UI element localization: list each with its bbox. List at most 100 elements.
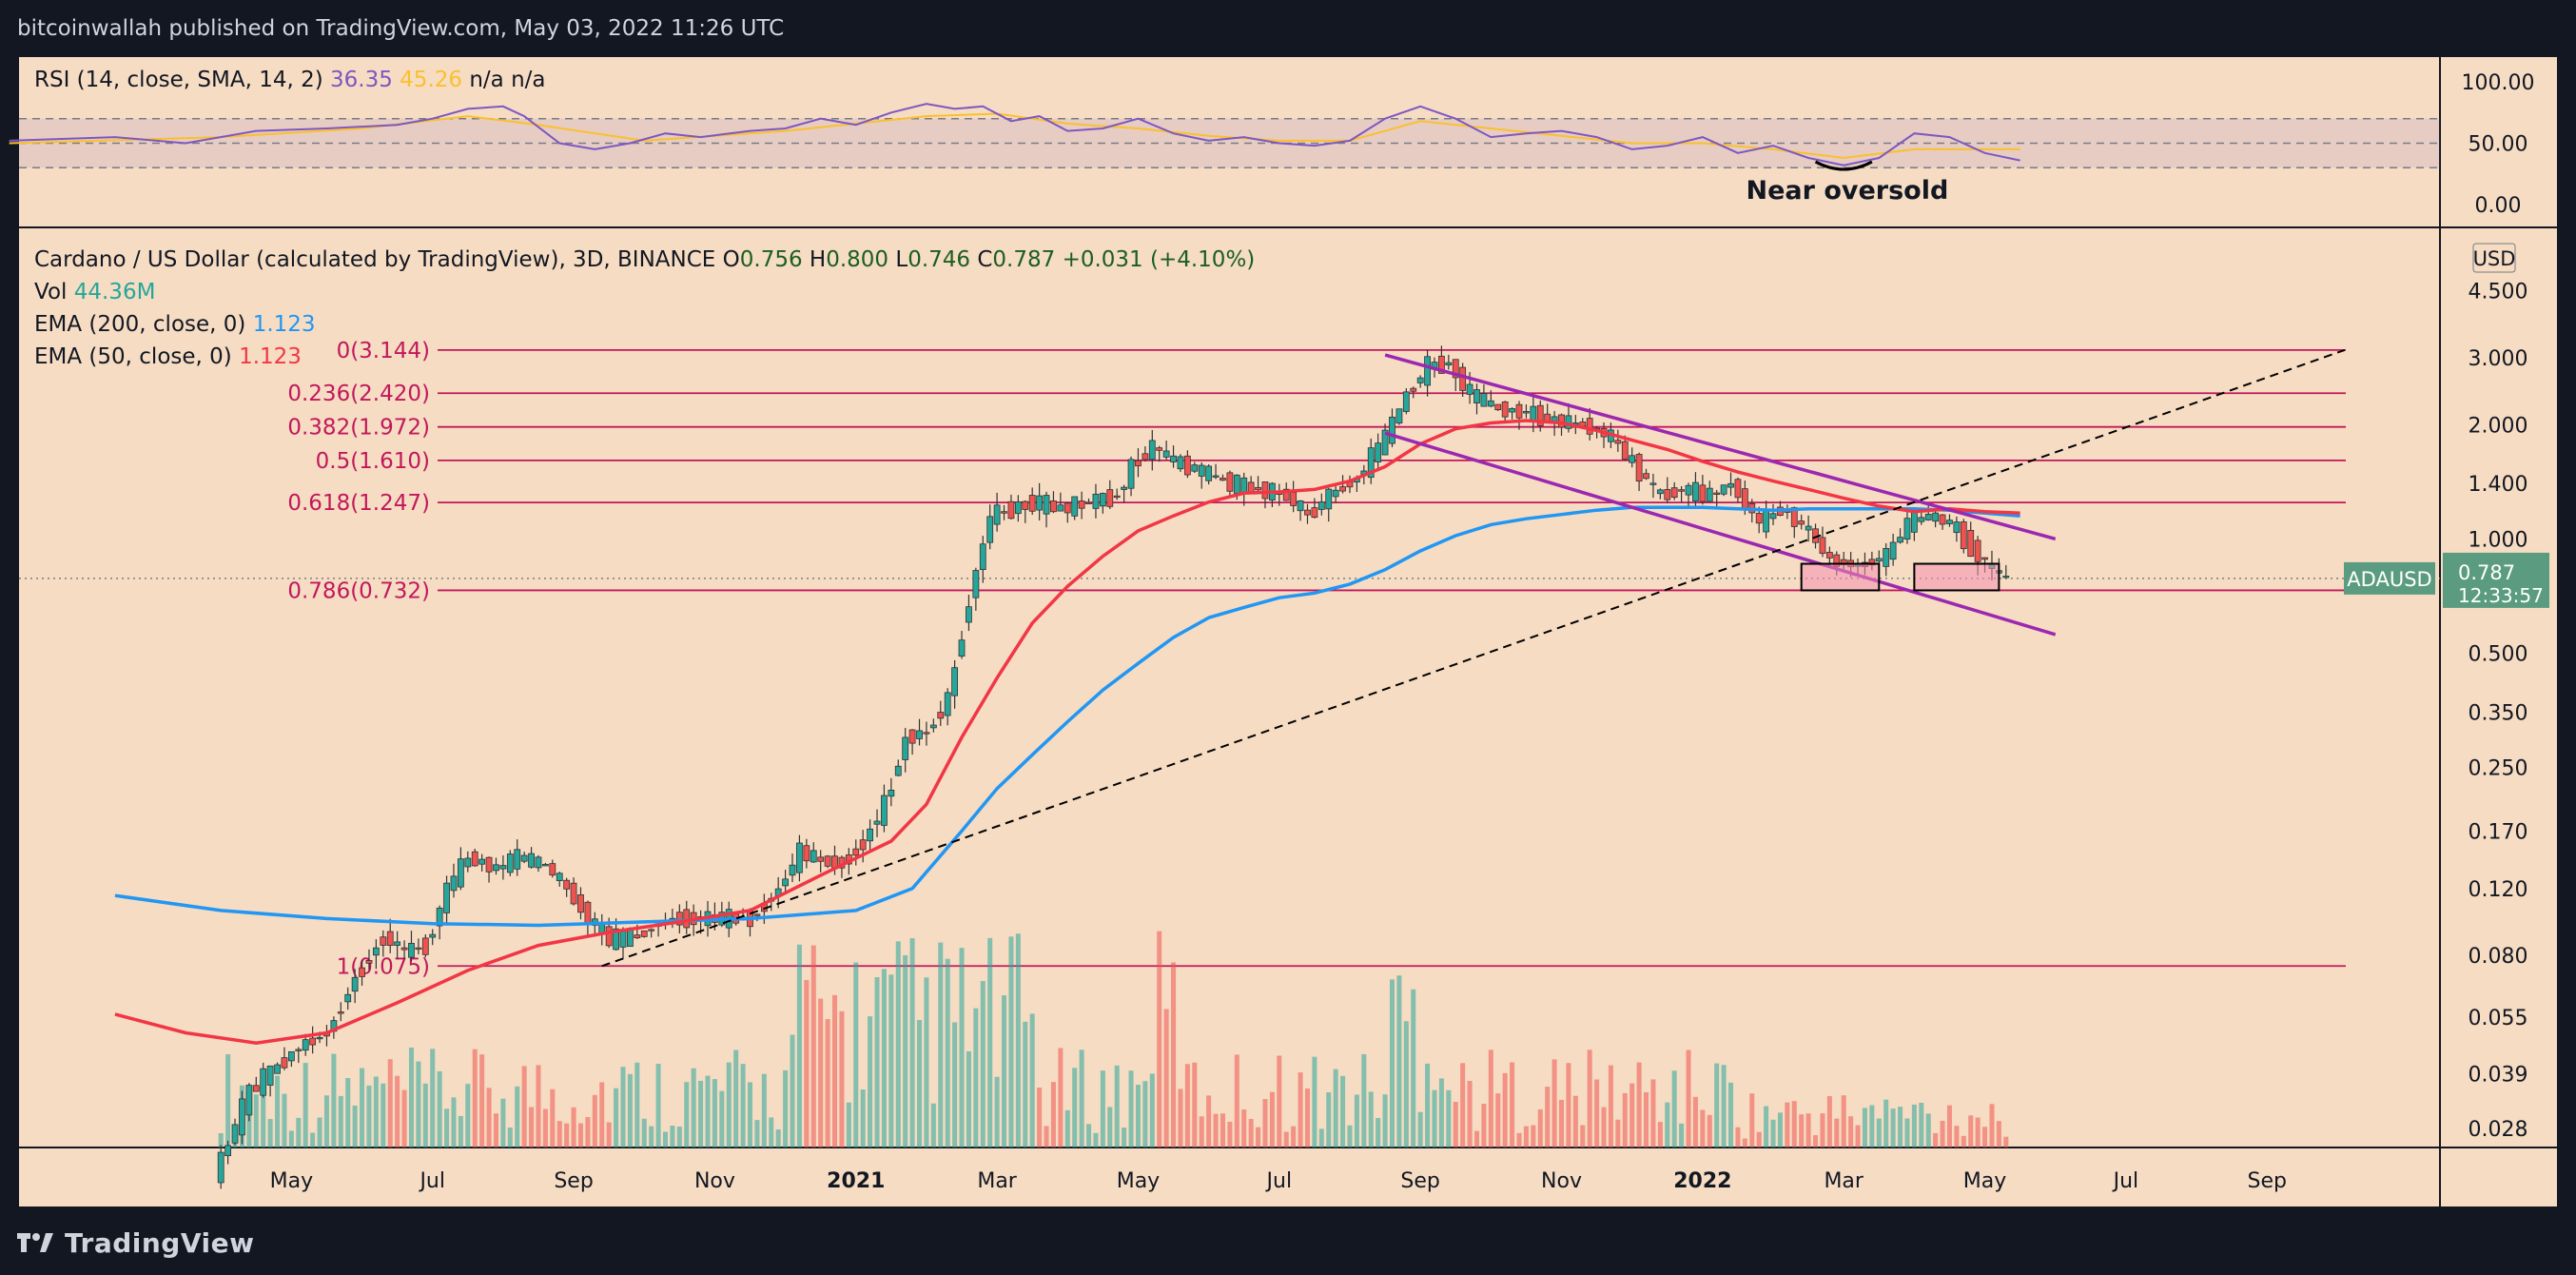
price-axis-label: 1.400 — [2469, 473, 2528, 497]
candle-body — [1007, 500, 1015, 520]
candle-body — [556, 873, 563, 881]
candle-body — [1883, 547, 1890, 567]
volume-bar — [1304, 1089, 1310, 1148]
volume-bar — [1072, 1068, 1078, 1148]
candle-body — [231, 1124, 239, 1144]
volume-bar — [775, 1129, 781, 1148]
candle-body — [478, 858, 486, 865]
candle-body — [1022, 500, 1029, 510]
volume-bar — [1961, 1135, 1966, 1148]
ema50-legend: EMA (50, close, 0) 1.123 — [34, 344, 302, 369]
volume-bar — [924, 977, 929, 1148]
candle-body — [1445, 362, 1453, 366]
time-axis-label: Jul — [1265, 1169, 1293, 1193]
volume-bar — [1531, 1125, 1536, 1148]
time-axis-label: Jul — [418, 1169, 445, 1193]
candle-body — [824, 855, 831, 867]
volume-bar — [1163, 1009, 1169, 1148]
candle-body — [549, 863, 556, 876]
candle-body — [859, 839, 867, 851]
candle-body — [457, 858, 464, 888]
candle-body — [239, 1098, 245, 1136]
volume-label: Vol — [34, 280, 74, 304]
candle-body — [789, 864, 796, 876]
volume-bar — [698, 1080, 704, 1148]
candle-body — [1889, 541, 1897, 560]
candle-body — [1261, 481, 1269, 500]
volume-bars — [218, 931, 2009, 1148]
dashed-trendline — [601, 348, 2346, 968]
volume-bar — [1227, 1121, 1233, 1148]
candle-body — [1670, 487, 1678, 499]
candle-body — [634, 934, 641, 939]
rsi-panel: Near oversold 100.00 50.00 0.00 RSI (14, clo… — [9, 68, 2534, 218]
fib-level-label: 0.786(0.732) — [287, 579, 430, 603]
volume-bar — [465, 1084, 471, 1148]
volume-bar — [451, 1097, 457, 1148]
candle-body — [782, 878, 789, 887]
candle-body — [1106, 489, 1114, 507]
candle-body — [916, 730, 923, 739]
candle-body — [295, 1049, 302, 1051]
candle-body — [1099, 493, 1106, 507]
price-axis-label: 0.055 — [2469, 1007, 2528, 1030]
candle-body — [1226, 472, 1234, 492]
candle-body — [923, 732, 930, 735]
candle-body — [1805, 525, 1812, 531]
volume-bar — [261, 1079, 266, 1148]
volume-bar — [846, 1102, 851, 1148]
candle-body — [1629, 455, 1636, 463]
volume-bar — [1989, 1104, 1995, 1148]
volume-bar — [1234, 1054, 1239, 1148]
candle-body — [944, 692, 951, 716]
candle-body — [1635, 454, 1643, 482]
ema200-value: 1.123 — [253, 312, 316, 337]
volume-bar — [373, 1076, 379, 1148]
volume-bar — [1572, 1095, 1578, 1148]
fib-level-label: 0.5(1.610) — [316, 449, 430, 474]
rsi-legend-title: RSI (14, close, SMA, 14, 2) — [34, 68, 330, 92]
volume-bar — [288, 1130, 294, 1148]
candle-body — [1480, 393, 1488, 407]
candle-body — [281, 1057, 288, 1069]
candle-body — [1875, 558, 1883, 562]
volume-bar — [1968, 1115, 1974, 1148]
candle-body — [803, 845, 810, 862]
volume-bar — [606, 1122, 612, 1148]
candle-body — [266, 1065, 274, 1086]
candle-body — [1014, 501, 1022, 515]
candle-body — [1974, 539, 1981, 562]
volume-bar — [1996, 1121, 2001, 1148]
price-axis-label: 0.500 — [2469, 642, 2528, 666]
volume-bar — [1093, 1132, 1099, 1148]
volume-bar — [1122, 1128, 1127, 1148]
candle-body — [1311, 507, 1318, 519]
volume-bar — [1064, 1109, 1070, 1148]
candle-body — [1734, 479, 1742, 499]
volume-bar — [416, 1061, 421, 1148]
candle-body — [1614, 440, 1622, 444]
volume-bar — [1523, 1126, 1529, 1148]
candle-body — [1057, 504, 1064, 512]
candle-body — [542, 864, 549, 867]
candle-body — [1678, 489, 1686, 492]
candle-body — [1113, 495, 1121, 499]
volume-bar — [1791, 1101, 1797, 1148]
candle-body — [1325, 488, 1333, 510]
candle-body — [1255, 486, 1261, 491]
volume-bar — [430, 1049, 436, 1148]
volume-bar — [1855, 1125, 1861, 1148]
publisher-line: bitcoinwallah published on TradingView.c… — [17, 16, 785, 41]
candle-body — [408, 942, 415, 958]
candle-body — [951, 667, 959, 696]
volume-bar — [1220, 1113, 1225, 1148]
volume-bar — [1954, 1126, 1960, 1148]
volume-bar — [810, 945, 816, 1148]
candle-body — [351, 976, 359, 992]
volume-bar — [1029, 1013, 1035, 1148]
volume-bar — [1946, 1105, 1952, 1148]
volume-bar — [444, 1108, 450, 1148]
volume-bar — [472, 1049, 478, 1148]
candle-body — [1487, 400, 1494, 407]
